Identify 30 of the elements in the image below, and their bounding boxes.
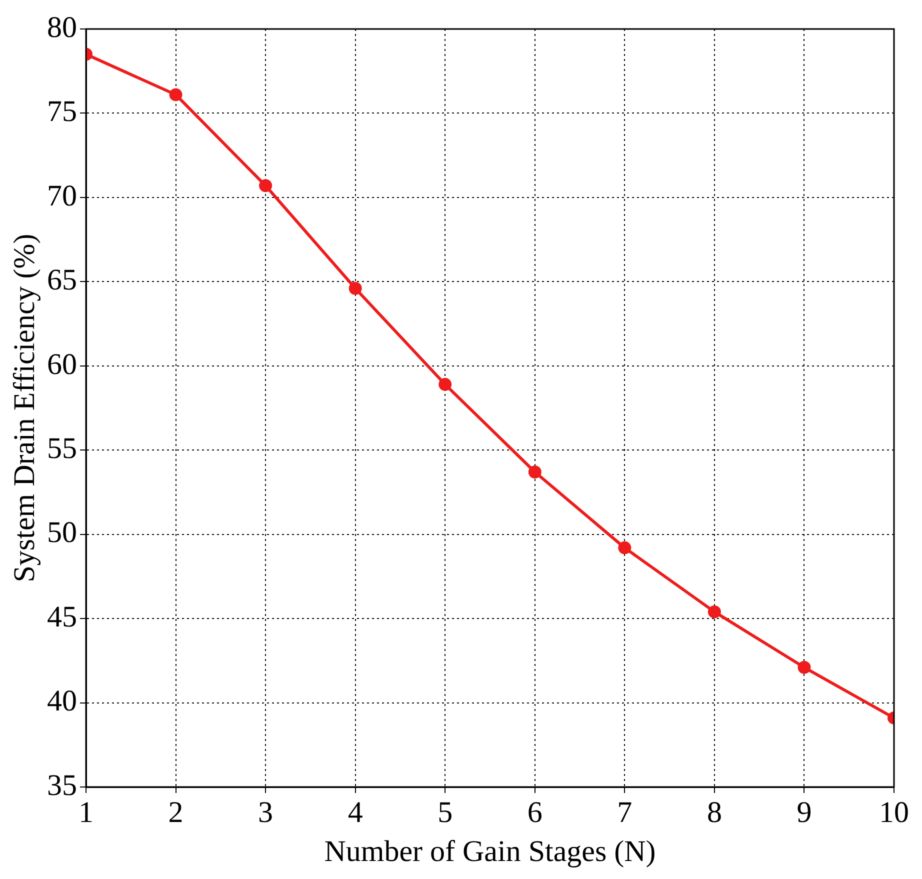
point bbox=[438, 378, 452, 391]
point bbox=[169, 88, 182, 102]
x-tick-label: 3 bbox=[258, 796, 274, 829]
y-tick-label: 50 bbox=[47, 516, 77, 550]
x-tick-label: 2 bbox=[168, 796, 184, 829]
x-tick-label: 4 bbox=[348, 796, 363, 829]
y-tick-label: 45 bbox=[47, 600, 77, 634]
y-axis-title: System Drain Efficiency (%) bbox=[8, 234, 41, 582]
point bbox=[798, 660, 811, 674]
x-tick-label: 5 bbox=[438, 796, 453, 829]
x-tick-label: 6 bbox=[527, 796, 542, 829]
y-tick-label: 75 bbox=[47, 95, 77, 128]
y-tick-label: 65 bbox=[47, 264, 77, 297]
x-tick-label: 10 bbox=[879, 796, 909, 829]
x-axis-title: Number of Gain Stages (N) bbox=[324, 834, 656, 868]
y-tick-label: 60 bbox=[47, 348, 77, 381]
x-tick-label: 7 bbox=[617, 796, 632, 829]
point bbox=[259, 179, 272, 192]
x-tick-label: 8 bbox=[706, 796, 722, 829]
x-tick-label: 1 bbox=[78, 796, 94, 829]
y-tick-label: 55 bbox=[47, 432, 77, 465]
point bbox=[708, 605, 721, 618]
point bbox=[348, 282, 362, 295]
point bbox=[618, 541, 632, 554]
y-tick-label: 70 bbox=[47, 179, 77, 212]
y-tick-label: 40 bbox=[47, 684, 77, 718]
x-tick-label: 9 bbox=[796, 796, 812, 829]
y-tick-label: 80 bbox=[47, 10, 77, 44]
y-tick-label: 35 bbox=[47, 768, 77, 802]
point bbox=[528, 466, 542, 479]
